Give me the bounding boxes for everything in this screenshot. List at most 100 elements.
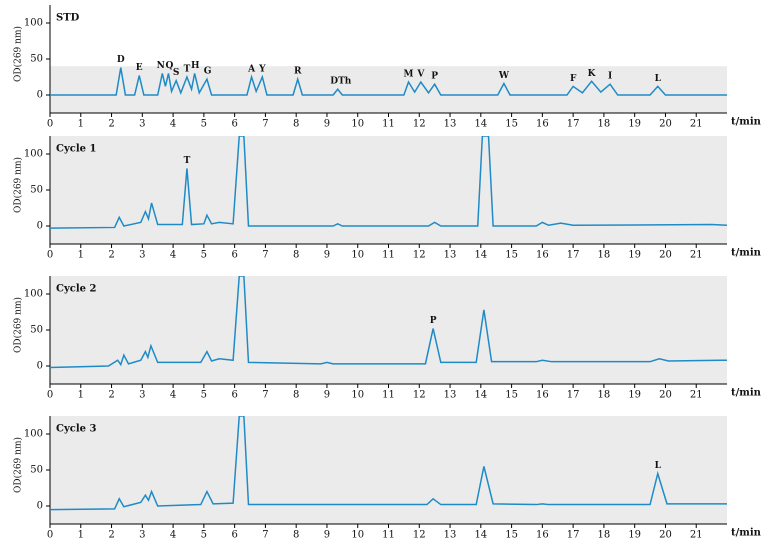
x-tick-label: 20 — [659, 250, 672, 261]
peak-label: E — [136, 63, 143, 73]
shaded-region — [50, 136, 727, 244]
x-tick-label: 8 — [293, 119, 299, 130]
x-tick-label: 6 — [231, 119, 237, 130]
x-tick-label: 9 — [324, 390, 330, 401]
peak-label: F — [570, 74, 577, 84]
peak-label: K — [588, 69, 597, 79]
x-tick-label: 9 — [324, 530, 330, 541]
x-tick-label: 0 — [47, 390, 53, 401]
x-tick-label: 10 — [351, 390, 364, 401]
y-tick-label: 0 — [37, 361, 43, 372]
y-tick-label: 0 — [37, 501, 43, 512]
x-tick-label: 7 — [262, 250, 268, 261]
x-tick-label: 5 — [201, 119, 207, 130]
x-tick-label: 13 — [444, 390, 457, 401]
x-axis-label: t/min — [731, 117, 762, 128]
x-tick-label: 7 — [262, 119, 268, 130]
x-tick-label: 2 — [108, 530, 114, 541]
x-tick-label: 4 — [170, 119, 176, 130]
x-tick-label: 15 — [505, 530, 518, 541]
panel-title: Cycle 3 — [56, 424, 97, 435]
x-tick-label: 16 — [536, 250, 549, 261]
x-tick-label: 9 — [324, 119, 330, 130]
x-tick-label: 18 — [598, 250, 611, 261]
x-tick-label: 7 — [262, 390, 268, 401]
x-tick-label: 19 — [628, 250, 641, 261]
trace — [50, 276, 727, 369]
panel-title: STD — [56, 13, 80, 24]
peak-label: D — [117, 55, 125, 65]
x-tick-label: 16 — [536, 119, 549, 130]
x-tick-label: 0 — [47, 250, 53, 261]
peak-label: L — [655, 74, 662, 84]
x-tick-label: 12 — [413, 250, 426, 261]
peak-label: T — [184, 65, 191, 75]
x-tick-label: 0 — [47, 119, 53, 130]
y-tick-label: 0 — [37, 221, 43, 232]
peak-label: H — [191, 61, 200, 71]
x-tick-label: 4 — [170, 250, 176, 261]
peak-label: DTh — [330, 77, 352, 87]
x-tick-label: 11 — [382, 390, 395, 401]
y-tick-label: 100 — [24, 149, 43, 160]
x-tick-label: 16 — [536, 390, 549, 401]
peak-label: Q — [165, 61, 173, 71]
x-axis-label: t/min — [731, 388, 762, 399]
x-tick-label: 11 — [382, 530, 395, 541]
y-tick-label: 50 — [30, 465, 43, 476]
x-tick-label: 3 — [139, 250, 145, 261]
trace — [50, 136, 727, 229]
x-tick-label: 18 — [598, 119, 611, 130]
peak-label: G — [204, 67, 212, 77]
x-tick-label: 21 — [690, 390, 703, 401]
x-tick-label: 8 — [293, 250, 299, 261]
x-tick-label: 7 — [262, 530, 268, 541]
y-axis-label: OD(269 nm) — [13, 437, 24, 493]
y-tick-label: 0 — [37, 90, 43, 101]
x-tick-label: 15 — [505, 250, 518, 261]
trace — [50, 67, 727, 96]
x-tick-label: 14 — [474, 530, 487, 541]
x-tick-label: 5 — [201, 250, 207, 261]
peak-label: V — [416, 70, 425, 80]
peak-label: S — [173, 68, 180, 78]
peak-label: W — [498, 71, 510, 81]
y-axis-label: OD(269 nm) — [13, 26, 24, 82]
y-tick-label: 50 — [30, 54, 43, 65]
x-tick-label: 2 — [108, 250, 114, 261]
x-tick-label: 3 — [139, 119, 145, 130]
y-axis-label: OD(269 nm) — [13, 157, 24, 213]
x-tick-label: 6 — [231, 530, 237, 541]
x-tick-label: 16 — [536, 530, 549, 541]
x-tick-label: 13 — [444, 530, 457, 541]
x-tick-label: 3 — [139, 530, 145, 541]
x-tick-label: 19 — [628, 530, 641, 541]
x-tick-label: 19 — [628, 390, 641, 401]
peak-label: L — [655, 461, 662, 471]
x-tick-label: 3 — [139, 390, 145, 401]
x-tick-label: 11 — [382, 119, 395, 130]
x-tick-label: 21 — [690, 250, 703, 261]
peak-label: P — [430, 316, 437, 326]
x-tick-label: 13 — [444, 119, 457, 130]
x-tick-label: 15 — [505, 119, 518, 130]
x-tick-label: 0 — [47, 530, 53, 541]
peak-label: P — [431, 72, 438, 82]
peak-label: R — [294, 67, 302, 77]
x-tick-label: 20 — [659, 530, 672, 541]
trace — [50, 416, 727, 511]
x-tick-label: 19 — [628, 119, 641, 130]
x-tick-label: 1 — [78, 119, 84, 130]
x-tick-label: 12 — [413, 390, 426, 401]
x-tick-label: 2 — [108, 119, 114, 130]
x-tick-label: 11 — [382, 250, 395, 261]
x-tick-label: 9 — [324, 250, 330, 261]
peak-label: A — [247, 65, 256, 75]
x-tick-label: 4 — [170, 390, 176, 401]
y-axis-label: OD(269 nm) — [13, 297, 24, 353]
x-tick-label: 6 — [231, 250, 237, 261]
x-tick-label: 8 — [293, 390, 299, 401]
